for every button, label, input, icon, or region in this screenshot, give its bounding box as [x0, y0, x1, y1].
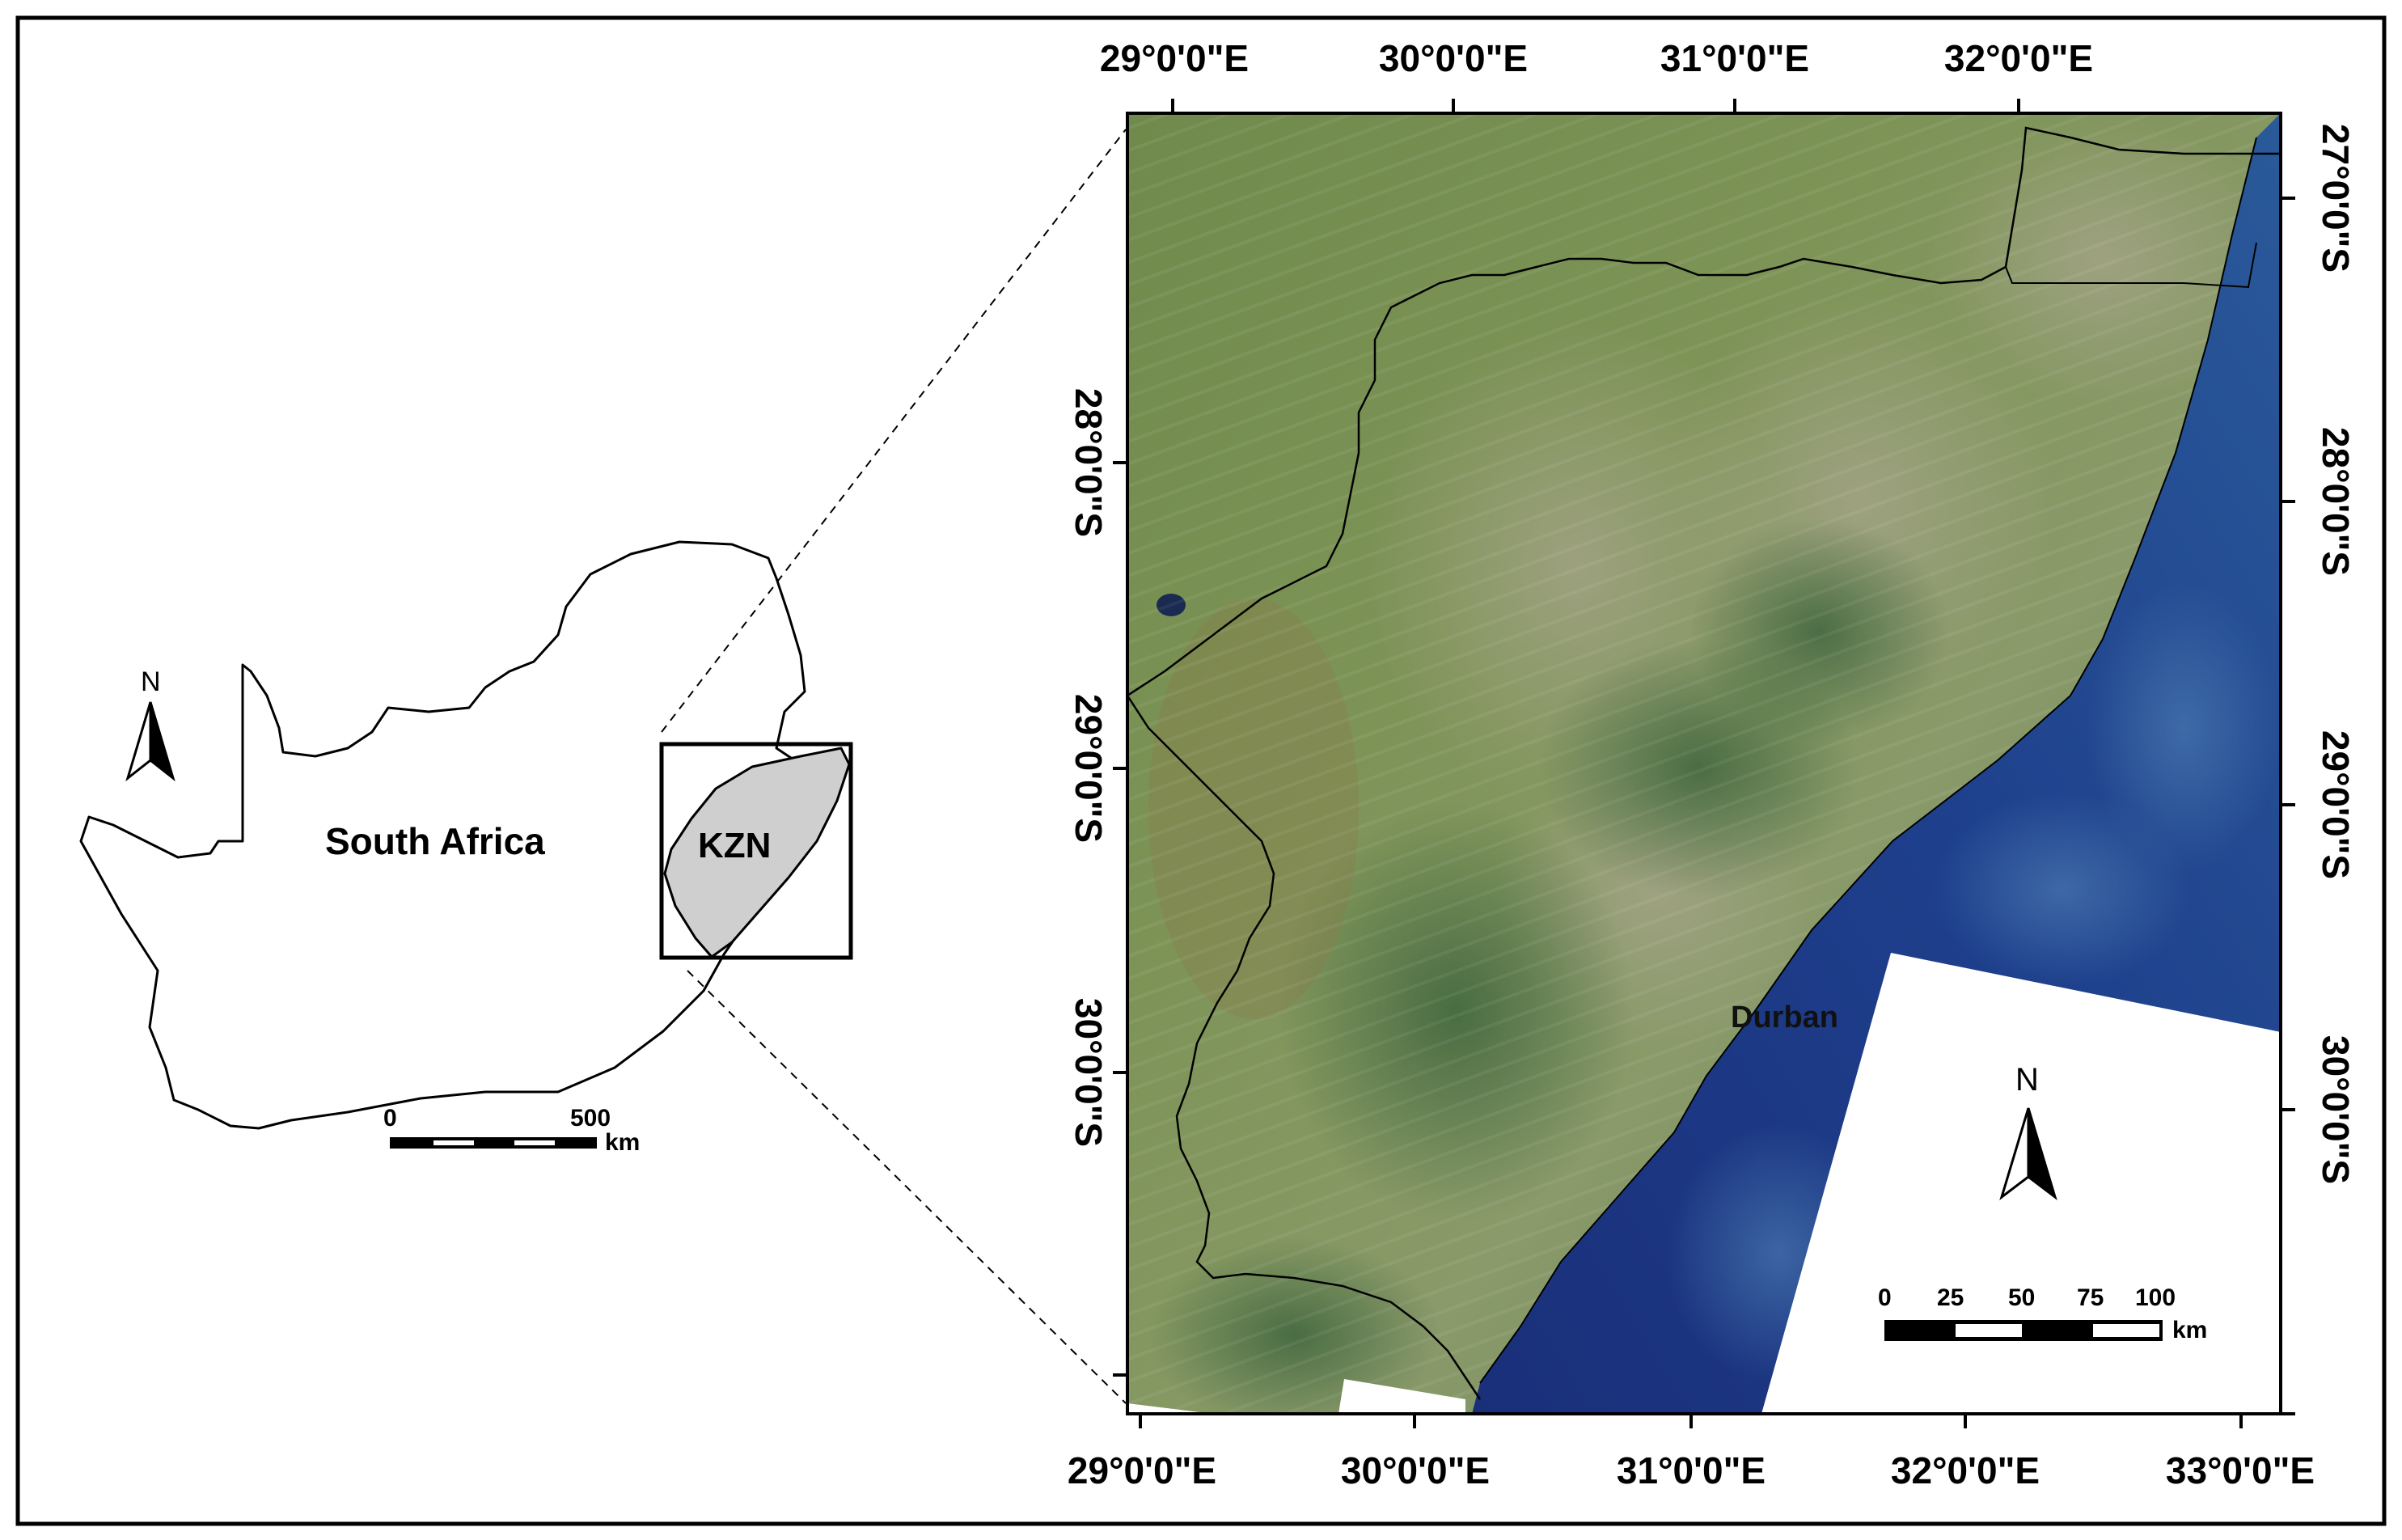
longitude-label: 31°0'0"E: [1617, 1449, 1766, 1491]
coastline: [1479, 137, 2257, 1384]
scale-tick-label: 25: [1937, 1284, 1964, 1311]
scale-unit: km: [2172, 1317, 2207, 1343]
bottom-longitude-labels: 29°0'0"E 30°0'0"E 31°0'0"E 32°0'0"E 33°0…: [1068, 1449, 2315, 1491]
zoom-line-bottom: [687, 970, 1127, 1404]
longitude-label: 32°0'0"E: [1944, 37, 2093, 79]
scale-tick-label: 75: [2077, 1284, 2104, 1311]
scale-tick-label: 0: [1878, 1284, 1892, 1311]
graticule-ticks: [1113, 99, 2295, 1428]
main-scale-bar: 0 25 50 75 100 km: [1878, 1284, 2207, 1343]
city-label: Durban: [1731, 1001, 1838, 1034]
scale-unit: km: [605, 1129, 640, 1156]
kzn-province: [663, 747, 851, 958]
scale-tick-label: 500: [570, 1105, 611, 1132]
kzn-locator-box: [659, 742, 853, 960]
left-latitude-labels: 28°0'0"S 29°0'0"S 30°0'0"S: [1068, 388, 1110, 1147]
main-map-frame: [1126, 112, 2282, 1415]
satellite-map: Durban N 0 25 50 75 100 km: [1127, 113, 2281, 1414]
north-label: N: [141, 666, 161, 697]
longitude-label: 29°0'0"E: [1100, 37, 1249, 79]
longitude-label: 30°0'0"E: [1379, 37, 1528, 79]
figure-border: [15, 15, 2387, 1526]
province-label: KZN: [698, 826, 771, 865]
no-data-area-bottom-mid: [1338, 1379, 1465, 1414]
latitude-label: 28°0'0"S: [1068, 388, 1110, 537]
longitude-label: 33°0'0"E: [2166, 1449, 2315, 1491]
inset-scale-bar: 0 500 km: [383, 1105, 640, 1156]
inset-north-arrow: N: [125, 666, 175, 782]
longitude-label: 29°0'0"E: [1068, 1449, 1216, 1491]
right-latitude-labels: 27°0'0"S 28°0'0"S 29°0'0"S 30°0'0"S: [2315, 124, 2357, 1184]
scale-tick-label: 0: [383, 1105, 397, 1132]
north-label: N: [2015, 1062, 2039, 1098]
latitude-label: 28°0'0"S: [2315, 427, 2357, 576]
latitude-label: 29°0'0"S: [2315, 730, 2357, 879]
top-longitude-labels: 29°0'0"E 30°0'0"E 31°0'0"E 32°0'0"E: [1100, 37, 2093, 79]
scale-tick-label: 50: [2008, 1284, 2035, 1311]
kzn-boundary-west: [1127, 695, 1482, 1400]
no-data-area-bottom: [1127, 1403, 1213, 1414]
kzn-boundary-north: [2005, 242, 2257, 289]
zoom-line-top: [661, 129, 1127, 733]
inset-map: KZN South Africa N 0 500 km: [79, 540, 853, 1156]
latitude-label: 30°0'0"S: [2315, 1035, 2357, 1184]
latitude-label: 29°0'0"S: [1068, 694, 1110, 843]
longitude-label: 30°0'0"E: [1341, 1449, 1490, 1491]
scale-tick-label: 100: [2135, 1284, 2176, 1311]
country-label: South Africa: [325, 820, 545, 862]
main-north-arrow: N: [1999, 1062, 2057, 1200]
latitude-label: 30°0'0"S: [1068, 998, 1110, 1147]
longitude-label: 31°0'0"E: [1660, 37, 1809, 79]
kzn-boundary: [1127, 126, 2281, 697]
latitude-label: 27°0'0"S: [2315, 124, 2357, 273]
longitude-label: 32°0'0"E: [1891, 1449, 2040, 1491]
